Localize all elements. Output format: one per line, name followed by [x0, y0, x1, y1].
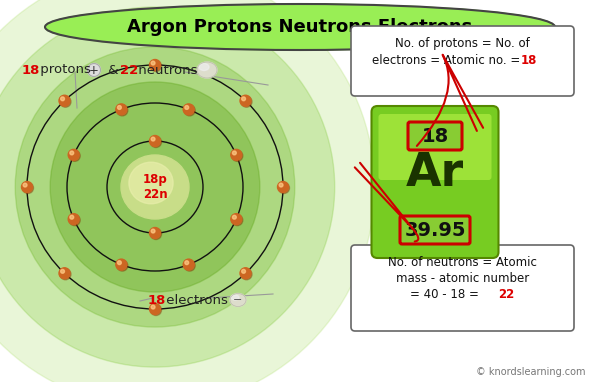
Circle shape	[69, 151, 80, 161]
Circle shape	[59, 95, 70, 106]
Ellipse shape	[231, 295, 239, 300]
Circle shape	[183, 259, 194, 270]
Text: No. of protons = No. of: No. of protons = No. of	[395, 37, 530, 50]
Text: 18p: 18p	[143, 173, 167, 186]
Text: © knordslearning.com: © knordslearning.com	[476, 367, 585, 377]
Text: 39.95: 39.95	[404, 220, 466, 240]
Circle shape	[231, 149, 242, 160]
Circle shape	[240, 268, 251, 279]
Circle shape	[151, 228, 161, 240]
Circle shape	[278, 183, 290, 194]
Text: protons: protons	[36, 63, 91, 76]
Circle shape	[61, 97, 64, 101]
FancyBboxPatch shape	[379, 114, 491, 180]
Circle shape	[60, 269, 71, 280]
Circle shape	[151, 61, 155, 65]
Circle shape	[68, 149, 79, 160]
Circle shape	[149, 304, 160, 314]
Circle shape	[277, 181, 289, 193]
Circle shape	[70, 215, 74, 219]
Ellipse shape	[15, 47, 295, 327]
Text: = 40 - 18 =: = 40 - 18 =	[410, 288, 483, 301]
Circle shape	[22, 181, 32, 193]
Circle shape	[242, 97, 245, 101]
Circle shape	[118, 105, 121, 109]
FancyBboxPatch shape	[351, 245, 574, 331]
Text: +: +	[89, 63, 99, 76]
FancyBboxPatch shape	[400, 216, 470, 244]
Circle shape	[116, 259, 127, 270]
Text: Argon Protons Neutrons Electrons: Argon Protons Neutrons Electrons	[127, 18, 473, 36]
Circle shape	[61, 269, 64, 273]
Circle shape	[151, 137, 155, 141]
Circle shape	[149, 228, 161, 238]
Circle shape	[59, 268, 70, 279]
Circle shape	[70, 151, 74, 155]
Circle shape	[232, 215, 236, 219]
Circle shape	[118, 261, 121, 265]
Circle shape	[183, 104, 194, 115]
FancyBboxPatch shape	[351, 26, 574, 96]
Circle shape	[232, 151, 243, 161]
Circle shape	[184, 260, 195, 271]
Text: 22n: 22n	[143, 188, 167, 201]
Text: Ar: Ar	[406, 152, 464, 196]
Circle shape	[149, 60, 161, 71]
Ellipse shape	[230, 293, 246, 306]
Text: 18: 18	[22, 63, 40, 76]
Ellipse shape	[197, 62, 217, 78]
Circle shape	[151, 305, 155, 309]
FancyBboxPatch shape	[408, 122, 462, 150]
Text: &: &	[104, 63, 123, 76]
Circle shape	[184, 105, 195, 116]
Text: mass - atomic number: mass - atomic number	[396, 272, 529, 285]
Circle shape	[151, 304, 161, 316]
Text: 18: 18	[148, 293, 166, 306]
Circle shape	[116, 104, 127, 115]
Circle shape	[151, 60, 161, 71]
Ellipse shape	[45, 4, 555, 50]
Circle shape	[151, 136, 161, 147]
Circle shape	[88, 63, 101, 76]
Text: 18: 18	[520, 53, 536, 66]
Ellipse shape	[50, 82, 260, 292]
Ellipse shape	[129, 162, 173, 204]
Circle shape	[242, 269, 245, 273]
Circle shape	[151, 229, 155, 233]
Circle shape	[232, 215, 243, 226]
Circle shape	[60, 96, 71, 107]
Text: electrons = Atomic no. =: electrons = Atomic no. =	[373, 53, 524, 66]
Circle shape	[241, 96, 252, 107]
Ellipse shape	[121, 155, 189, 219]
Ellipse shape	[199, 63, 209, 71]
Text: neutrons: neutrons	[134, 63, 197, 76]
Ellipse shape	[0, 7, 335, 367]
Circle shape	[117, 105, 128, 116]
Circle shape	[149, 136, 161, 147]
Circle shape	[241, 269, 252, 280]
Circle shape	[240, 95, 251, 106]
Circle shape	[231, 214, 242, 225]
Circle shape	[279, 183, 283, 187]
Circle shape	[69, 215, 80, 226]
FancyBboxPatch shape	[371, 106, 499, 258]
Text: No. of neutrons = Atomic: No. of neutrons = Atomic	[388, 256, 537, 269]
Ellipse shape	[0, 0, 374, 382]
Circle shape	[185, 261, 188, 265]
Text: 22: 22	[120, 63, 138, 76]
Text: −: −	[233, 295, 242, 305]
Circle shape	[232, 151, 236, 155]
Circle shape	[185, 105, 188, 109]
Circle shape	[23, 183, 27, 187]
Text: electrons: electrons	[162, 293, 228, 306]
Circle shape	[117, 260, 128, 271]
Circle shape	[23, 183, 34, 194]
Text: 18: 18	[421, 126, 449, 146]
Circle shape	[68, 214, 79, 225]
Text: 22: 22	[499, 288, 515, 301]
